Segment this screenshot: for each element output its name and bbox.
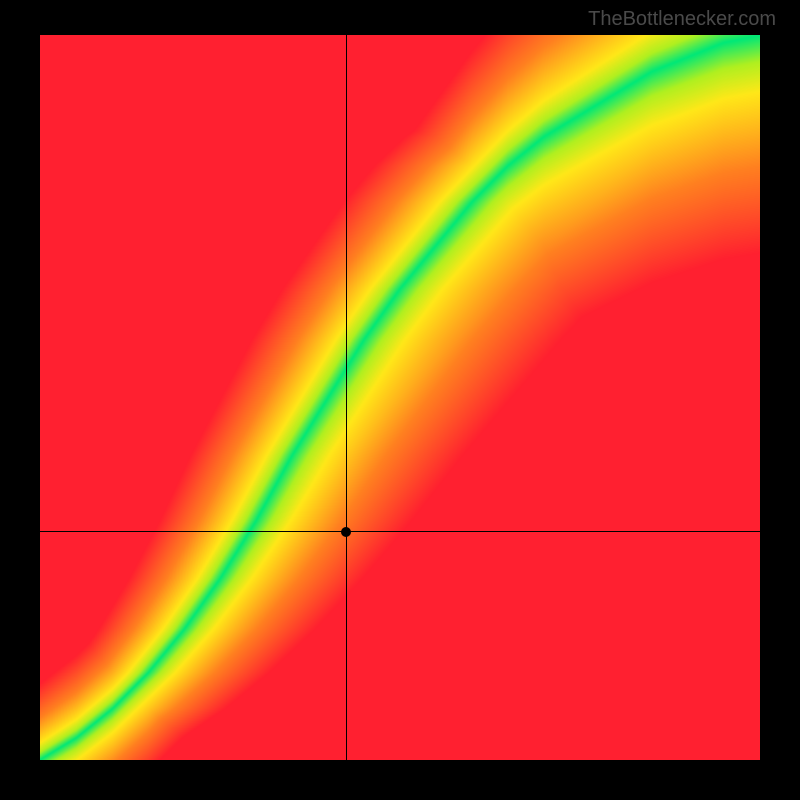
data-point-marker [341,527,351,537]
watermark-text: TheBottlenecker.com [588,8,776,31]
heatmap-canvas [40,35,760,760]
crosshair-vertical [346,35,347,760]
heatmap-plot [40,35,760,760]
crosshair-horizontal [40,531,760,532]
chart-container: TheBottlenecker.com [0,0,800,800]
